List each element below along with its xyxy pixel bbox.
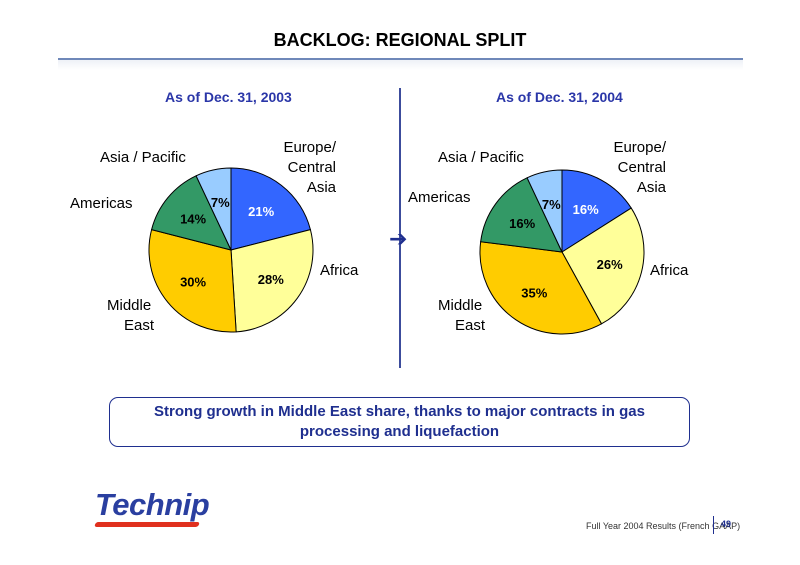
category-label-europe: Europe/Central Asia bbox=[613, 139, 666, 196]
chart-2004-title: As of Dec. 31, 2004 bbox=[496, 89, 623, 105]
chart-2003-title: As of Dec. 31, 2003 bbox=[165, 89, 292, 105]
data-label-africa: 26% bbox=[597, 257, 623, 272]
technip-logo: Technip bbox=[94, 487, 235, 531]
data-label-middle-east: 30% bbox=[180, 274, 206, 289]
category-label-europe: Europe/Central Asia bbox=[283, 139, 336, 196]
pie-chart-2004: 16% 26% 35% 16% 7% Europe/Central Asia Africa Mi… bbox=[408, 139, 689, 335]
category-label-asia-pacific: Asia / Pacific bbox=[100, 149, 186, 166]
page-number: 49 bbox=[721, 519, 732, 529]
category-label-americas: Americas bbox=[408, 189, 471, 206]
pie-slice-middle-east bbox=[148, 229, 237, 333]
data-label-asia-pacific: 7% bbox=[542, 197, 561, 212]
category-label-africa: Africa bbox=[650, 262, 689, 279]
footer-text: Full Year 2004 Results (French GAAP) bbox=[586, 521, 741, 531]
logo-swoosh bbox=[94, 522, 200, 527]
category-label-middle-east: Middle East bbox=[107, 297, 155, 334]
data-label-americas: 14% bbox=[180, 212, 206, 227]
logo-wordmark: Technip bbox=[95, 487, 210, 522]
header-rule bbox=[58, 58, 743, 60]
pie-slice-africa bbox=[561, 207, 645, 325]
key-message-text: Strong growth in Middle East share, than… bbox=[154, 403, 645, 440]
data-label-middle-east: 35% bbox=[521, 286, 547, 301]
pie-chart-2003: 21% 28% 30% 14% 7% Europe/Central Asia Africa Mi… bbox=[70, 139, 359, 334]
key-message-box: Strong growth in Middle East share, than… bbox=[109, 397, 690, 447]
pie-slice-africa bbox=[230, 229, 314, 333]
chart-divider bbox=[399, 88, 401, 368]
data-label-asia-pacific: 7% bbox=[211, 195, 230, 210]
category-label-middle-east: Middle East bbox=[438, 297, 486, 334]
pie-slice-europe bbox=[561, 169, 632, 253]
pie-slice-asia-pacific bbox=[526, 169, 563, 253]
footer-separator bbox=[713, 516, 714, 534]
page-title: BACKLOG: REGIONAL SPLIT bbox=[273, 30, 527, 50]
data-label-europe: 21% bbox=[248, 204, 274, 219]
pie-slice-americas bbox=[150, 175, 232, 251]
data-label-americas: 16% bbox=[509, 216, 535, 231]
category-label-americas: Americas bbox=[70, 195, 133, 212]
category-label-africa: Africa bbox=[320, 262, 359, 279]
category-label-asia-pacific: Asia / Pacific bbox=[438, 149, 524, 166]
header-fade bbox=[58, 60, 743, 70]
data-label-africa: 28% bbox=[258, 272, 284, 287]
pie-slice-asia-pacific bbox=[195, 167, 232, 251]
data-label-europe: 16% bbox=[573, 202, 599, 217]
right-arrow-icon: ➔ bbox=[389, 226, 408, 251]
pie-slice-europe bbox=[230, 167, 312, 251]
pie-slice-americas bbox=[480, 177, 563, 253]
pie-slice-middle-east bbox=[479, 241, 603, 335]
